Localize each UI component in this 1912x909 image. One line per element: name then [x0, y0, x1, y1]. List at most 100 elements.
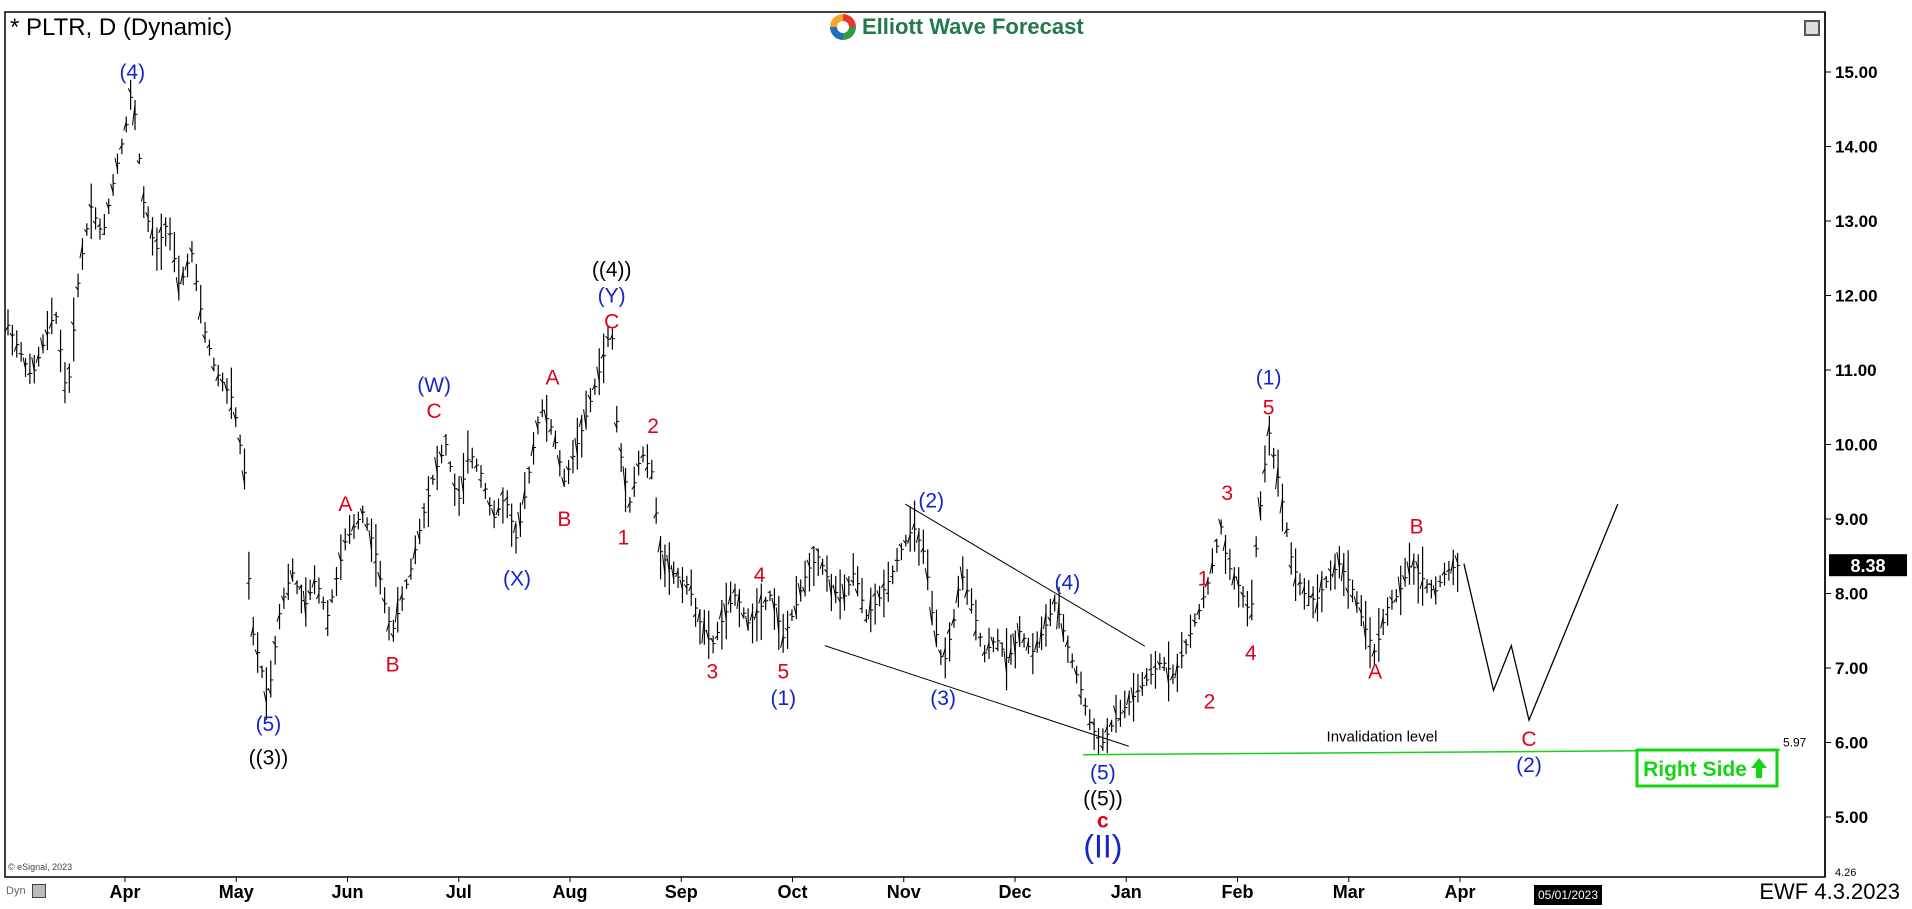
price-bar-open: [272, 640, 276, 646]
wave-label: B: [386, 653, 400, 676]
price-bar-open: [937, 649, 942, 655]
price-bar-open: [329, 598, 333, 603]
price-bar-open: [486, 500, 491, 507]
price-bar-open: [1034, 640, 1038, 651]
price-bar-open: [902, 539, 907, 545]
price-bar-open: [1143, 673, 1148, 680]
price-bar-open: [1446, 569, 1450, 573]
y-tick-label: 15.00: [1835, 63, 1878, 82]
price-bar-open: [18, 352, 22, 355]
price-bar-open: [1345, 587, 1349, 594]
price-bar-open: [202, 334, 206, 340]
price-bar-open: [1393, 598, 1397, 602]
price-bar-open: [1056, 599, 1060, 630]
price-bar-open: [1038, 625, 1043, 649]
price-bar-open: [723, 603, 727, 621]
price-bar-open: [307, 590, 311, 596]
window-restore-icon[interactable]: [1804, 20, 1820, 36]
date-box: 05/01/2023: [1534, 885, 1602, 905]
wave-label: (1): [770, 687, 796, 710]
wave-label: 3: [1221, 482, 1233, 505]
price-bar-open: [22, 357, 27, 370]
price-bar-open: [679, 579, 683, 590]
price-bar-open: [1003, 650, 1008, 674]
price-bar-open: [1104, 725, 1108, 733]
price-bar-open: [670, 565, 675, 580]
price-bar-open: [123, 121, 127, 131]
price-bar-open: [289, 570, 294, 582]
wave-label: (II): [1083, 829, 1122, 865]
price-bar-open: [845, 577, 850, 584]
x-tick-label: Jun: [331, 882, 363, 902]
price-bar-open: [622, 466, 627, 493]
price-bar-open: [955, 586, 959, 604]
price-bar-open: [197, 309, 202, 320]
price-bar-open: [381, 597, 386, 603]
price-bar-open: [1016, 623, 1021, 646]
price-bar-open: [1060, 623, 1064, 640]
price-bar-open: [390, 633, 394, 638]
price-bar-open: [872, 592, 876, 597]
price-bar-open: [1170, 673, 1174, 681]
price-bar-open: [1187, 634, 1191, 637]
price-bar-open: [263, 691, 267, 704]
price-bar-open: [758, 594, 762, 604]
price-bar-open: [57, 349, 61, 353]
price-bar-open: [1371, 648, 1375, 657]
price-bar-open: [1192, 619, 1196, 623]
last-price-label: 8.38: [1850, 556, 1885, 576]
price-bar-open: [302, 590, 307, 619]
x-tick-label: Mar: [1333, 882, 1365, 902]
invalidation-label: Invalidation level: [1327, 729, 1438, 746]
wave-label: (5): [1090, 761, 1116, 784]
price-bar-open: [1161, 666, 1165, 669]
price-bar-open: [990, 636, 994, 646]
price-bar-open: [552, 435, 556, 448]
price-bar-open: [933, 630, 937, 647]
price-bar-open: [1410, 558, 1415, 568]
price-bar-open: [127, 88, 132, 94]
y-tick-label: 7.00: [1835, 659, 1868, 678]
price-bar-open: [473, 464, 477, 469]
wave-label: ((4)): [592, 258, 632, 281]
wave-label: 2: [1204, 691, 1216, 714]
price-bar-open: [408, 574, 412, 578]
price-bar-open: [1332, 561, 1336, 578]
wave-label: C: [1521, 728, 1536, 751]
low-marker-label: 4.26: [1835, 867, 1856, 879]
price-bar-open: [600, 353, 605, 359]
x-tick-label: Jan: [1111, 882, 1142, 902]
wave-label: 5: [1263, 396, 1275, 419]
price-bar-open: [885, 592, 889, 595]
price-bar-open: [701, 617, 705, 644]
price-bar-open: [101, 233, 105, 235]
price-bar-open: [478, 478, 482, 482]
price-bar-open: [587, 394, 591, 401]
price-bar-open: [1424, 585, 1428, 590]
price-bar-open: [583, 409, 587, 429]
price-bar-open: [1042, 612, 1047, 629]
price-bar-open: [399, 593, 403, 601]
wave-label: (2): [918, 489, 944, 512]
price-bar-open: [705, 629, 710, 641]
price-bar-open: [1253, 544, 1257, 548]
price-bar-open: [1227, 557, 1231, 560]
price-bar-open: [981, 650, 986, 657]
price-bar-open: [1179, 651, 1182, 654]
price-bar-open: [394, 598, 399, 623]
price-bar-open: [1428, 582, 1432, 586]
dyn-toggle[interactable]: [32, 884, 46, 898]
price-bar-open: [1095, 736, 1099, 740]
price-bar-open: [802, 586, 806, 594]
price-bar-open: [1231, 573, 1235, 586]
price-bar-open: [1402, 575, 1406, 583]
price-bar-open: [1406, 561, 1410, 576]
price-bar-open: [425, 488, 429, 491]
price-bar-open: [1266, 424, 1270, 437]
price-bar-open: [1174, 662, 1178, 679]
price-bar-open: [1196, 608, 1200, 616]
price-bar-open: [285, 592, 289, 596]
wave-label: ((5)): [1083, 787, 1123, 810]
price-bar-open: [753, 608, 758, 621]
price-bar-open: [1275, 465, 1279, 490]
